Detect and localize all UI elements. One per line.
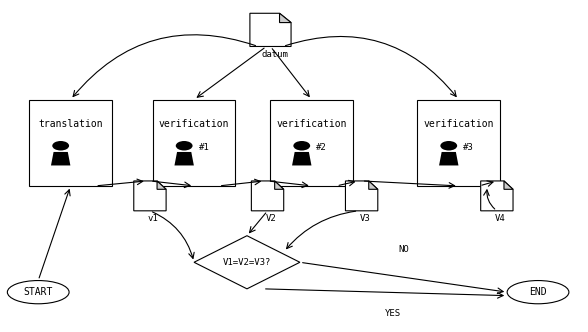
FancyBboxPatch shape xyxy=(417,100,500,186)
Ellipse shape xyxy=(507,281,569,304)
Text: V4: V4 xyxy=(495,214,506,223)
Polygon shape xyxy=(194,236,300,289)
Polygon shape xyxy=(157,181,166,189)
Text: #1: #1 xyxy=(199,142,209,152)
Text: #2: #2 xyxy=(316,142,327,152)
FancyBboxPatch shape xyxy=(270,100,353,186)
Text: verification: verification xyxy=(423,119,494,129)
Circle shape xyxy=(440,141,457,150)
Text: YES: YES xyxy=(385,309,400,318)
Text: translation: translation xyxy=(38,119,103,129)
Polygon shape xyxy=(369,181,377,189)
Circle shape xyxy=(176,141,193,150)
Polygon shape xyxy=(175,152,194,165)
Polygon shape xyxy=(250,13,291,46)
Text: END: END xyxy=(529,287,547,297)
FancyBboxPatch shape xyxy=(153,100,235,186)
FancyBboxPatch shape xyxy=(29,100,112,186)
Polygon shape xyxy=(279,13,291,23)
Text: verification: verification xyxy=(159,119,229,129)
Polygon shape xyxy=(481,181,513,211)
Circle shape xyxy=(293,141,310,150)
Polygon shape xyxy=(439,152,459,165)
Polygon shape xyxy=(51,152,71,165)
Text: #3: #3 xyxy=(463,142,474,152)
Polygon shape xyxy=(292,152,312,165)
Polygon shape xyxy=(504,181,513,189)
Text: NO: NO xyxy=(398,245,409,254)
Polygon shape xyxy=(134,181,166,211)
Text: START: START xyxy=(24,287,53,297)
Ellipse shape xyxy=(8,281,69,304)
Text: V1=V2=V3?: V1=V2=V3? xyxy=(223,258,271,267)
Text: datum: datum xyxy=(261,50,288,59)
Text: V2: V2 xyxy=(265,214,276,223)
Polygon shape xyxy=(345,181,377,211)
Circle shape xyxy=(52,141,69,150)
Text: V3: V3 xyxy=(359,214,370,223)
Polygon shape xyxy=(275,181,283,189)
Text: verification: verification xyxy=(276,119,347,129)
Text: v1: v1 xyxy=(148,214,159,223)
Polygon shape xyxy=(252,181,283,211)
